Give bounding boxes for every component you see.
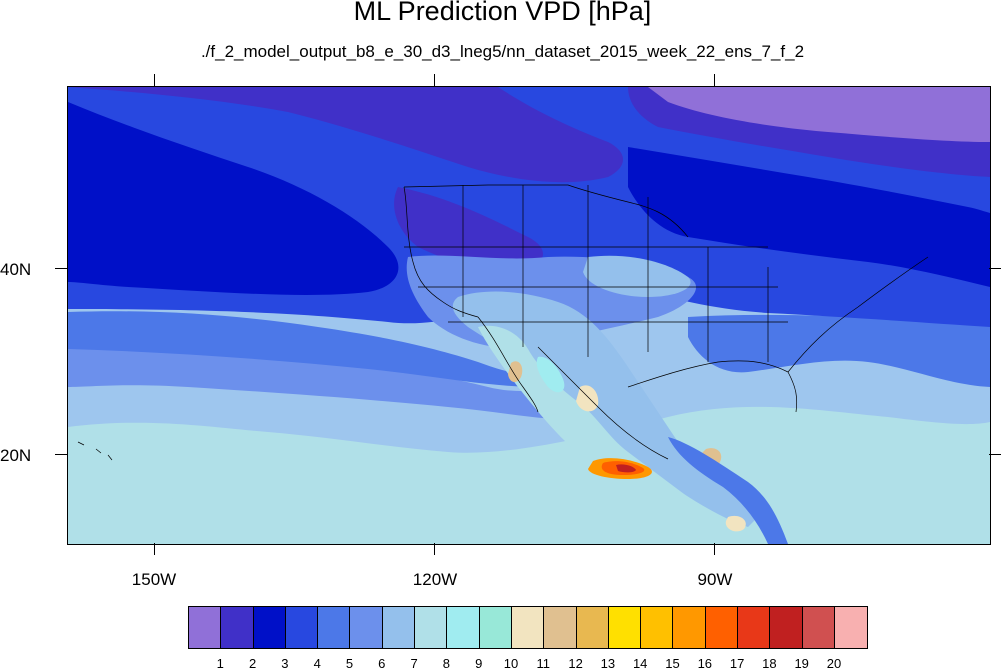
colorbar-label: 17: [729, 656, 745, 671]
canada-border: [403, 184, 689, 238]
contour-level-2-northwest: [68, 87, 623, 183]
us-east-coast: [787, 256, 929, 373]
tick-120w: [434, 543, 435, 555]
state-grid-2: [404, 246, 788, 323]
colorbar-swatch: [285, 607, 319, 648]
contour-level-11-hotspot-2: [576, 385, 599, 412]
contour-level-12-hotspot-1: [508, 361, 523, 383]
state-grid-1: [462, 185, 769, 362]
colorbar-swatch: [738, 607, 771, 648]
hawaii: [77, 441, 113, 461]
colorbar-label: 12: [568, 656, 583, 671]
lon-label-150w: 150W: [131, 570, 177, 589]
contour-level-6-band: [68, 345, 628, 421]
tick-40n: [55, 268, 67, 269]
colorbar-swatch: [318, 607, 351, 648]
tick-20n: [55, 454, 67, 455]
colorbar-swatch: [770, 607, 803, 648]
tick-20n-right: [989, 454, 1001, 455]
map-subtitle: ./f_2_model_output_b8_e_30_d3_lneg5/nn_d…: [200, 42, 805, 61]
lon-label-90w: 90W: [697, 570, 733, 589]
colorbar-label: 7: [410, 656, 418, 671]
tick-90w-top: [714, 74, 715, 86]
contour-level-9-mexico-ridge: [536, 356, 565, 393]
contour-level-2-plains: [394, 187, 543, 269]
colorbar-swatch: [382, 607, 416, 648]
colorbar-swatch: [511, 607, 545, 648]
colorbar-swatch: [189, 607, 222, 648]
political-boundaries: [77, 184, 929, 461]
tick-40n-right: [989, 268, 1001, 269]
mexico-coast: [537, 346, 669, 460]
tick-150w: [154, 543, 155, 555]
tick-150w-top: [154, 74, 155, 86]
lat-label-20n: 20N: [0, 446, 32, 465]
colorbar-swatch: [576, 607, 609, 648]
colorbar-label: 14: [632, 656, 648, 671]
colorbar-label: 18: [762, 656, 777, 671]
colorbar-swatch: [350, 607, 383, 648]
colorbar-swatch: [447, 607, 480, 648]
vpd-contour-field: [68, 87, 990, 544]
contour-level-1-hudson: [648, 87, 990, 142]
colorbar-swatch: [673, 607, 706, 648]
colorbar-swatch: [641, 607, 674, 648]
colorbar-swatch: [221, 607, 254, 648]
lon-label-120w: 120W: [412, 570, 458, 589]
colorbar-label: 6: [378, 656, 386, 671]
contour-level-5-band: [68, 311, 538, 387]
baja-california: [477, 316, 539, 413]
colorbar-swatch: [479, 607, 512, 648]
colorbar-swatch: [544, 607, 577, 648]
colorbar-label: 11: [536, 656, 551, 671]
colorbar-swatch: [802, 607, 835, 648]
colorbar-label: 20: [826, 656, 842, 671]
gulf-coast: [627, 360, 798, 413]
map-title: ML Prediction VPD [hPa]: [353, 0, 652, 26]
colorbar-swatch: [415, 607, 448, 648]
contour-level-3-pacific: [68, 102, 399, 295]
colorbar-swatch: [834, 607, 868, 648]
colorbar: [188, 606, 869, 649]
contour-level-8-hawaii: [68, 426, 195, 503]
contour-level-11-hotspot-4: [725, 515, 746, 532]
colorbar-label: 16: [697, 656, 713, 671]
contour-level-19-hotspot: [616, 464, 636, 473]
colorbar-label: 19: [794, 656, 809, 671]
colorbar-swatch: [705, 607, 739, 648]
contour-level-8-mexico: [478, 325, 688, 507]
colorbar-label: 13: [600, 656, 616, 671]
contour-level-5-central-america: [668, 437, 788, 544]
colorbar-label: 8: [442, 656, 450, 671]
colorbar-swatch: [608, 607, 642, 648]
colorbar-label: 2: [248, 656, 257, 671]
colorbar-label: 1: [216, 656, 224, 671]
tick-90w: [714, 543, 715, 555]
colorbar-label: 9: [475, 656, 483, 671]
colorbar-label: 15: [665, 656, 680, 671]
colorbar-label: 4: [313, 656, 321, 671]
contour-level-5-east: [688, 314, 990, 387]
vpd-map: [67, 86, 991, 545]
contour-level-3-canada: [628, 147, 990, 287]
colorbar-label: 3: [281, 656, 289, 671]
tick-120w-top: [434, 74, 435, 86]
lat-label-40n: 40N: [0, 260, 32, 279]
us-west-coast: [403, 186, 479, 318]
contour-level-7-southwest: [452, 291, 768, 527]
colorbar-label: 5: [345, 656, 354, 671]
colorbar-swatch: [253, 607, 286, 648]
colorbar-label: 10: [503, 656, 519, 671]
